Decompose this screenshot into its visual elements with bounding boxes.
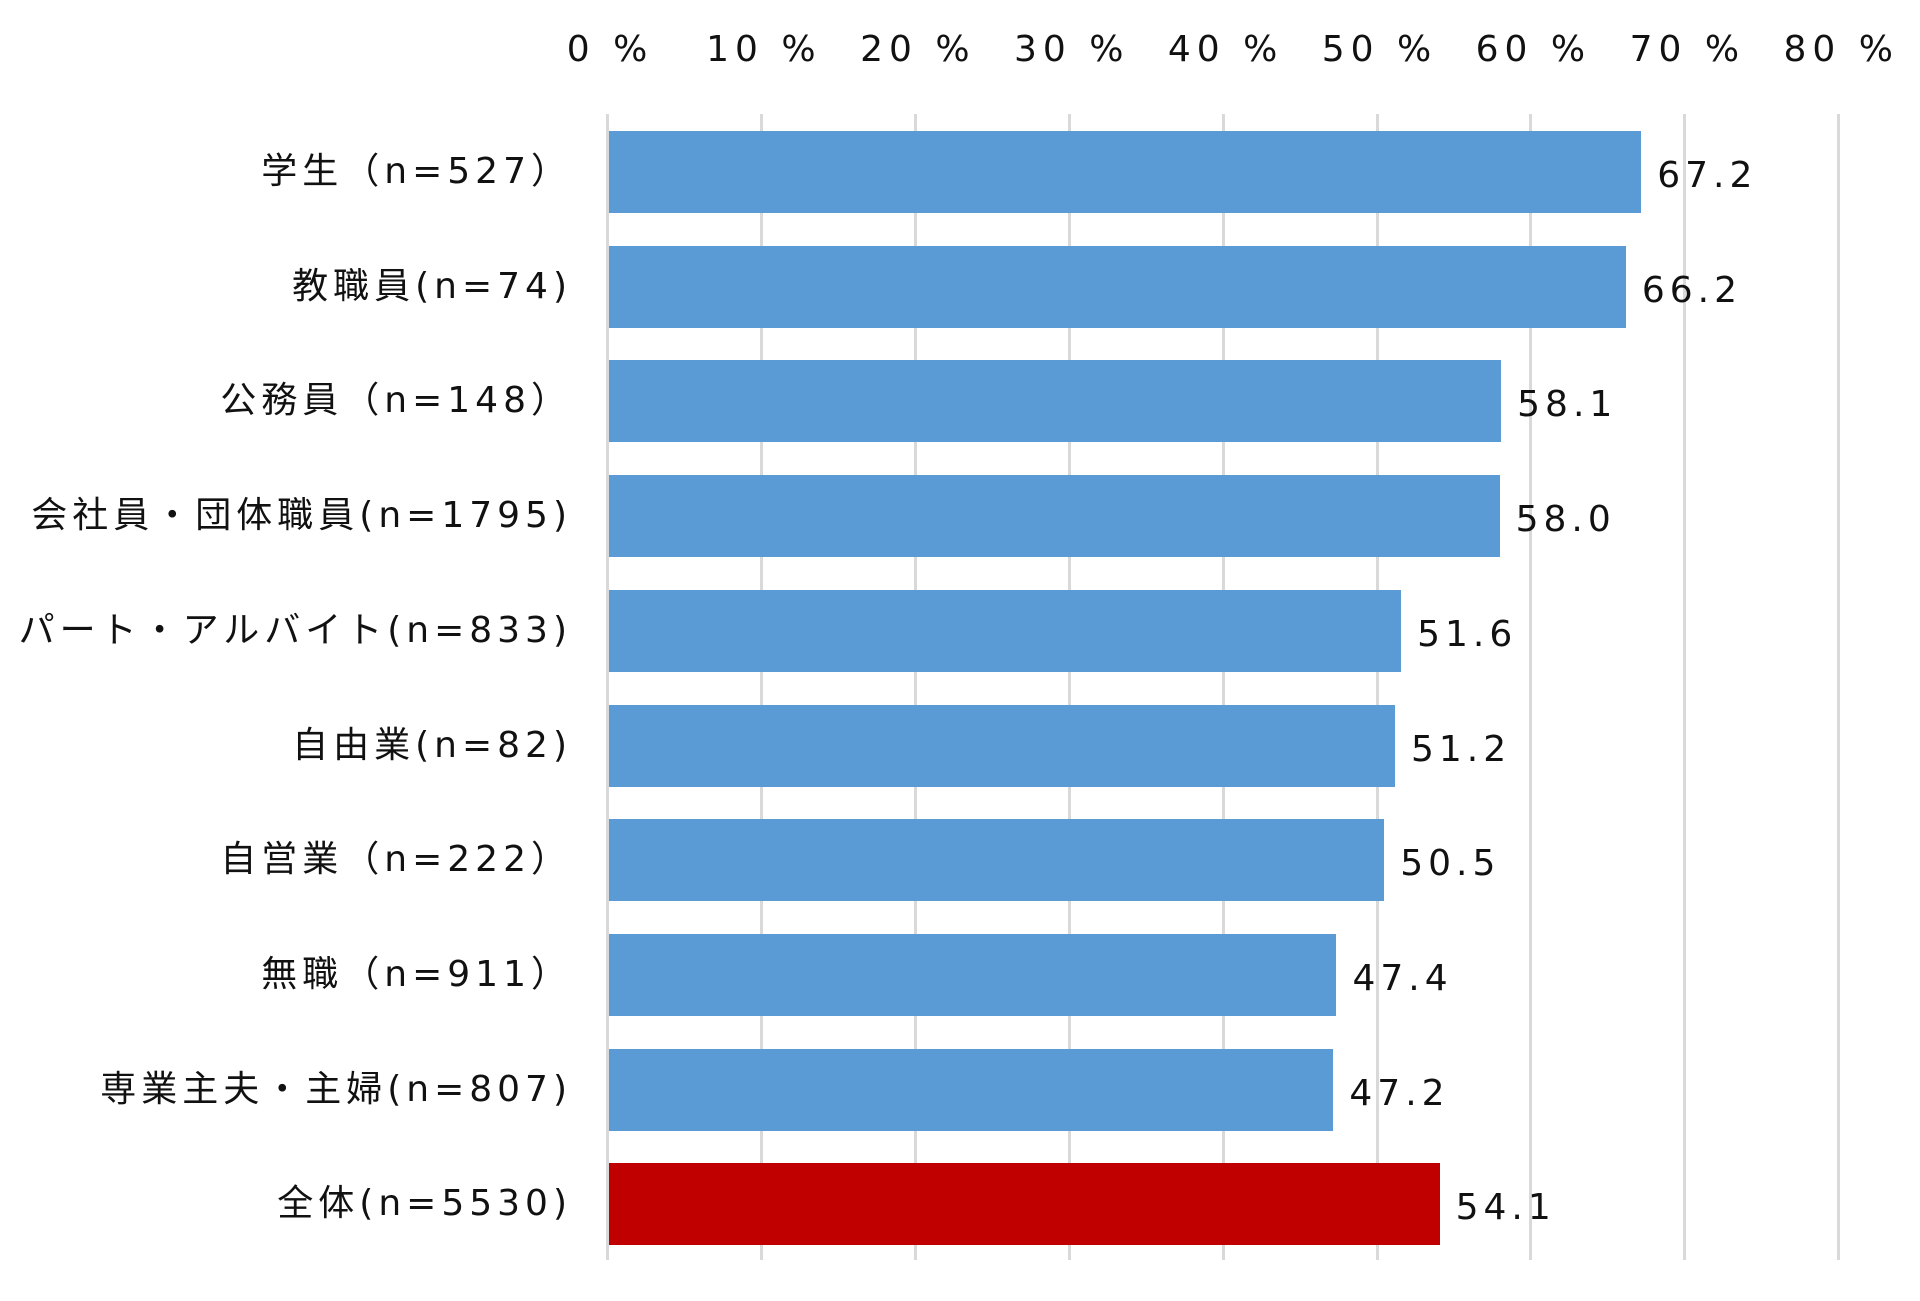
category-label: 専業主夫・主婦(n=807)	[100, 1068, 572, 1110]
bar-row: 自由業(n=82) 51.2	[0, 704, 1920, 787]
gridline	[1529, 114, 1533, 1260]
gridline	[913, 114, 917, 1260]
x-tick-label: 20 %	[860, 29, 976, 70]
category-label: 学生（n=527）	[261, 151, 572, 192]
x-tick-label: 80 %	[1783, 29, 1899, 70]
gridline	[606, 114, 609, 1260]
bar-row: 公務員（n=148） 58.1	[0, 360, 1920, 443]
value-label: 54.1	[1455, 1187, 1556, 1229]
value-label: 47.4	[1352, 957, 1453, 999]
bar	[609, 360, 1502, 443]
bar-row: 全体(n=5530) 54.1	[0, 1163, 1920, 1246]
category-label: 全体(n=5530)	[277, 1183, 572, 1225]
bar-row: 学生（n=527） 67.2	[0, 131, 1920, 213]
bar	[609, 704, 1395, 787]
gridline	[1837, 114, 1841, 1260]
value-label: 58.0	[1515, 499, 1616, 541]
x-tick-label: 0 %	[566, 29, 654, 70]
bar	[609, 589, 1402, 672]
value-label: 58.1	[1517, 384, 1618, 426]
category-label: 公務員（n=148）	[220, 380, 572, 422]
value-label: 67.2	[1657, 155, 1758, 196]
bar-row: 自営業（n=222） 50.5	[0, 819, 1920, 902]
gridline	[1683, 114, 1687, 1260]
value-label: 51.2	[1410, 728, 1512, 770]
gridline	[1067, 114, 1071, 1260]
gridline	[1375, 114, 1379, 1260]
bar	[609, 245, 1626, 328]
bar-row: パート・アルバイト(n=833) 51.6	[0, 589, 1920, 672]
x-tick-label: 30 %	[1013, 29, 1130, 70]
x-tick-label: 50 %	[1321, 29, 1438, 70]
category-label: 自営業（n=222）	[220, 839, 572, 881]
bar	[609, 131, 1642, 213]
bar	[609, 819, 1385, 902]
bar-row: 会社員・団体職員(n=1795) 58.0	[0, 475, 1920, 558]
bar	[609, 1048, 1334, 1131]
bar	[609, 475, 1500, 558]
bar	[609, 933, 1337, 1016]
x-tick-label: 40 %	[1167, 29, 1284, 70]
bar-row: 教職員(n=74) 66.2	[0, 245, 1920, 328]
bar-total	[609, 1163, 1440, 1246]
bar-row: 無職（n=911） 47.4	[0, 933, 1920, 1016]
value-label: 50.5	[1400, 843, 1501, 885]
x-tick-label: 60 %	[1475, 29, 1592, 70]
x-tick-label: 10 %	[706, 29, 822, 70]
value-label: 66.2	[1641, 269, 1742, 311]
x-tick-label: 70 %	[1629, 29, 1746, 70]
value-label: 47.2	[1349, 1072, 1450, 1114]
category-label: 無職（n=911）	[261, 953, 572, 995]
category-label: 会社員・団体職員(n=1795)	[31, 495, 572, 537]
category-label: 自由業(n=82)	[292, 724, 572, 766]
category-label: 教職員(n=74)	[292, 265, 572, 307]
bar-row: 専業主夫・主婦(n=807) 47.2	[0, 1048, 1920, 1131]
value-label: 51.6	[1417, 613, 1518, 655]
gridline	[759, 114, 763, 1260]
gridline	[1221, 114, 1225, 1260]
category-label: パート・アルバイト(n=833)	[18, 609, 572, 651]
